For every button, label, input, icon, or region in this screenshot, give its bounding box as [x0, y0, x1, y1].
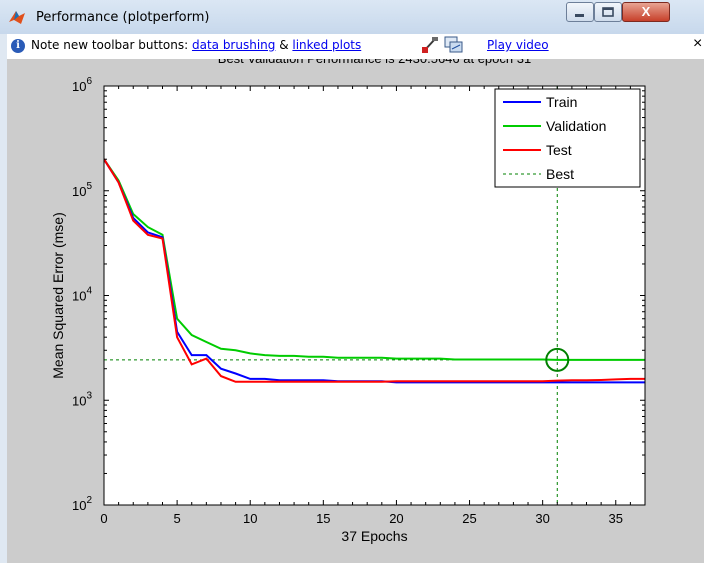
legend-label-test: Test — [546, 142, 572, 158]
y-axis-label: Mean Squared Error (mse) — [50, 212, 66, 379]
info-icon: i — [11, 39, 25, 53]
x-tick-label: 15 — [316, 511, 330, 526]
info-message: Note new toolbar buttons: data brushing … — [31, 38, 361, 52]
x-tick-label: 0 — [100, 511, 107, 526]
linked-plots-link[interactable]: linked plots — [292, 38, 361, 52]
x-tick-label: 25 — [462, 511, 476, 526]
close-infobar-icon[interactable]: × — [693, 35, 702, 53]
y-tick-label: 106 — [72, 76, 92, 94]
chart-title: Best Validation Performance is 2430.5646… — [218, 59, 531, 66]
brush-icon[interactable] — [420, 36, 440, 54]
matlab-app-icon — [8, 8, 26, 26]
title-bar[interactable]: Performance (plotperform) X — [0, 0, 704, 34]
y-tick-exponent: 4 — [86, 286, 92, 297]
maximize-icon — [595, 3, 621, 21]
data-brushing-link[interactable]: data brushing — [192, 38, 275, 52]
y-tick-label: 102 — [72, 495, 92, 513]
y-tick-exponent: 6 — [86, 76, 92, 87]
play-video-link[interactable]: Play video — [487, 38, 549, 52]
minimize-icon — [567, 3, 593, 21]
legend-label-validation: Validation — [546, 118, 606, 134]
legend-label-best: Best — [546, 166, 574, 182]
y-tick-label: 103 — [72, 390, 92, 408]
x-tick-label: 20 — [389, 511, 403, 526]
legend-label-train: Train — [546, 94, 577, 110]
info-note-text: Note new toolbar buttons: — [31, 38, 192, 52]
x-tick-label: 30 — [535, 511, 549, 526]
figure-area: Best Validation Performance is 2430.5646… — [7, 59, 704, 563]
x-tick-label: 10 — [243, 511, 257, 526]
close-icon: X — [623, 4, 669, 19]
maximize-button[interactable] — [594, 2, 622, 22]
info-ampersand: & — [275, 38, 292, 52]
close-window-button[interactable]: X — [622, 2, 670, 22]
linked-plots-icon[interactable] — [444, 36, 464, 54]
window-title: Performance (plotperform) — [36, 10, 209, 25]
y-tick-exponent: 5 — [86, 181, 92, 192]
x-axis-label: 37 Epochs — [341, 528, 407, 544]
x-tick-label: 35 — [609, 511, 623, 526]
y-tick-exponent: 3 — [86, 390, 92, 401]
performance-chart: Best Validation Performance is 2430.5646… — [7, 59, 704, 563]
minimize-button[interactable] — [566, 2, 594, 22]
y-tick-label: 105 — [72, 181, 92, 199]
x-tick-label: 5 — [173, 511, 180, 526]
info-bar: i Note new toolbar buttons: data brushin… — [7, 34, 704, 59]
y-tick-exponent: 2 — [86, 495, 92, 506]
y-tick-label: 104 — [72, 286, 92, 304]
